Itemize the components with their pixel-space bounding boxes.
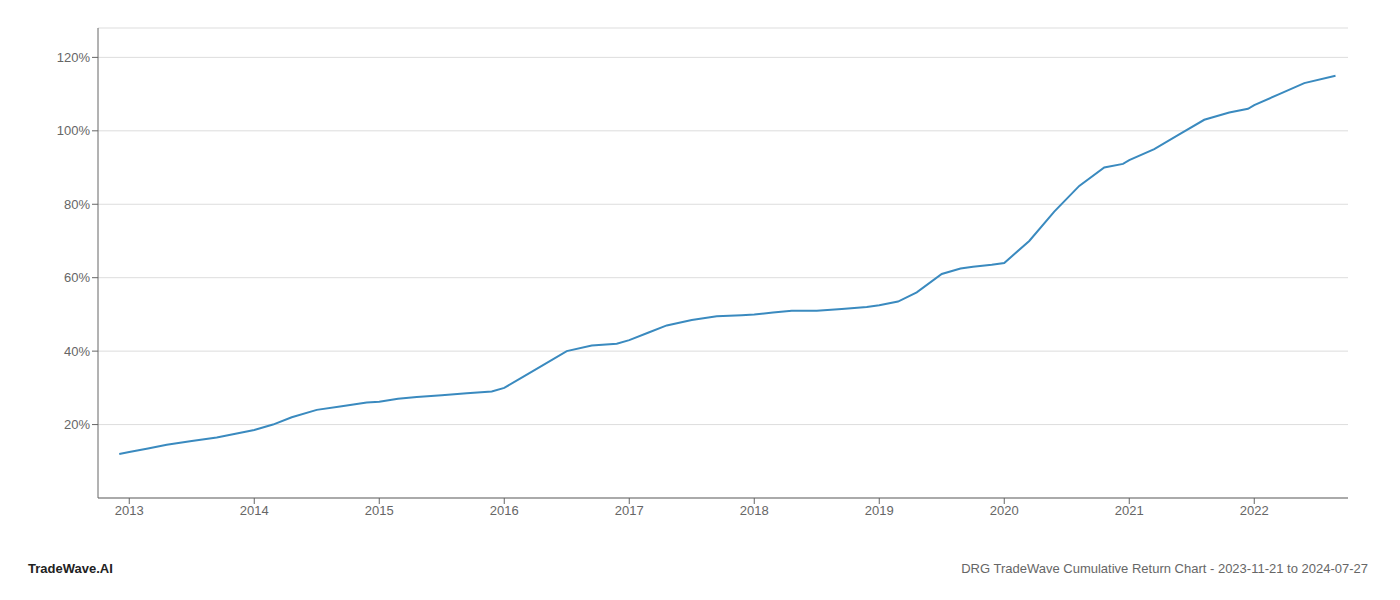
svg-text:60%: 60% xyxy=(64,270,90,285)
svg-text:2015: 2015 xyxy=(365,503,394,518)
svg-text:40%: 40% xyxy=(64,344,90,359)
svg-text:2017: 2017 xyxy=(615,503,644,518)
html-text:DRG TradeWave Cumulative Retur: DRG TradeWave Cumulative Return Chart - … xyxy=(961,560,1368,576)
svg-text:100%: 100% xyxy=(57,123,91,138)
svg-text:2022: 2022 xyxy=(1240,503,1269,518)
svg-text:2020: 2020 xyxy=(990,503,1019,518)
svg-text:80%: 80% xyxy=(64,197,90,212)
svg-text:120%: 120% xyxy=(57,50,91,65)
svg-text:2014: 2014 xyxy=(240,503,269,518)
svg-text:2021: 2021 xyxy=(1115,503,1144,518)
svg-text:2018: 2018 xyxy=(740,503,769,518)
html-text:TradeWave.AI: TradeWave.AI xyxy=(28,560,113,576)
svg-text:2019: 2019 xyxy=(865,503,894,518)
svg-text:2016: 2016 xyxy=(490,503,519,518)
svg-text:20%: 20% xyxy=(64,417,90,432)
svg-text:2013: 2013 xyxy=(115,503,144,518)
